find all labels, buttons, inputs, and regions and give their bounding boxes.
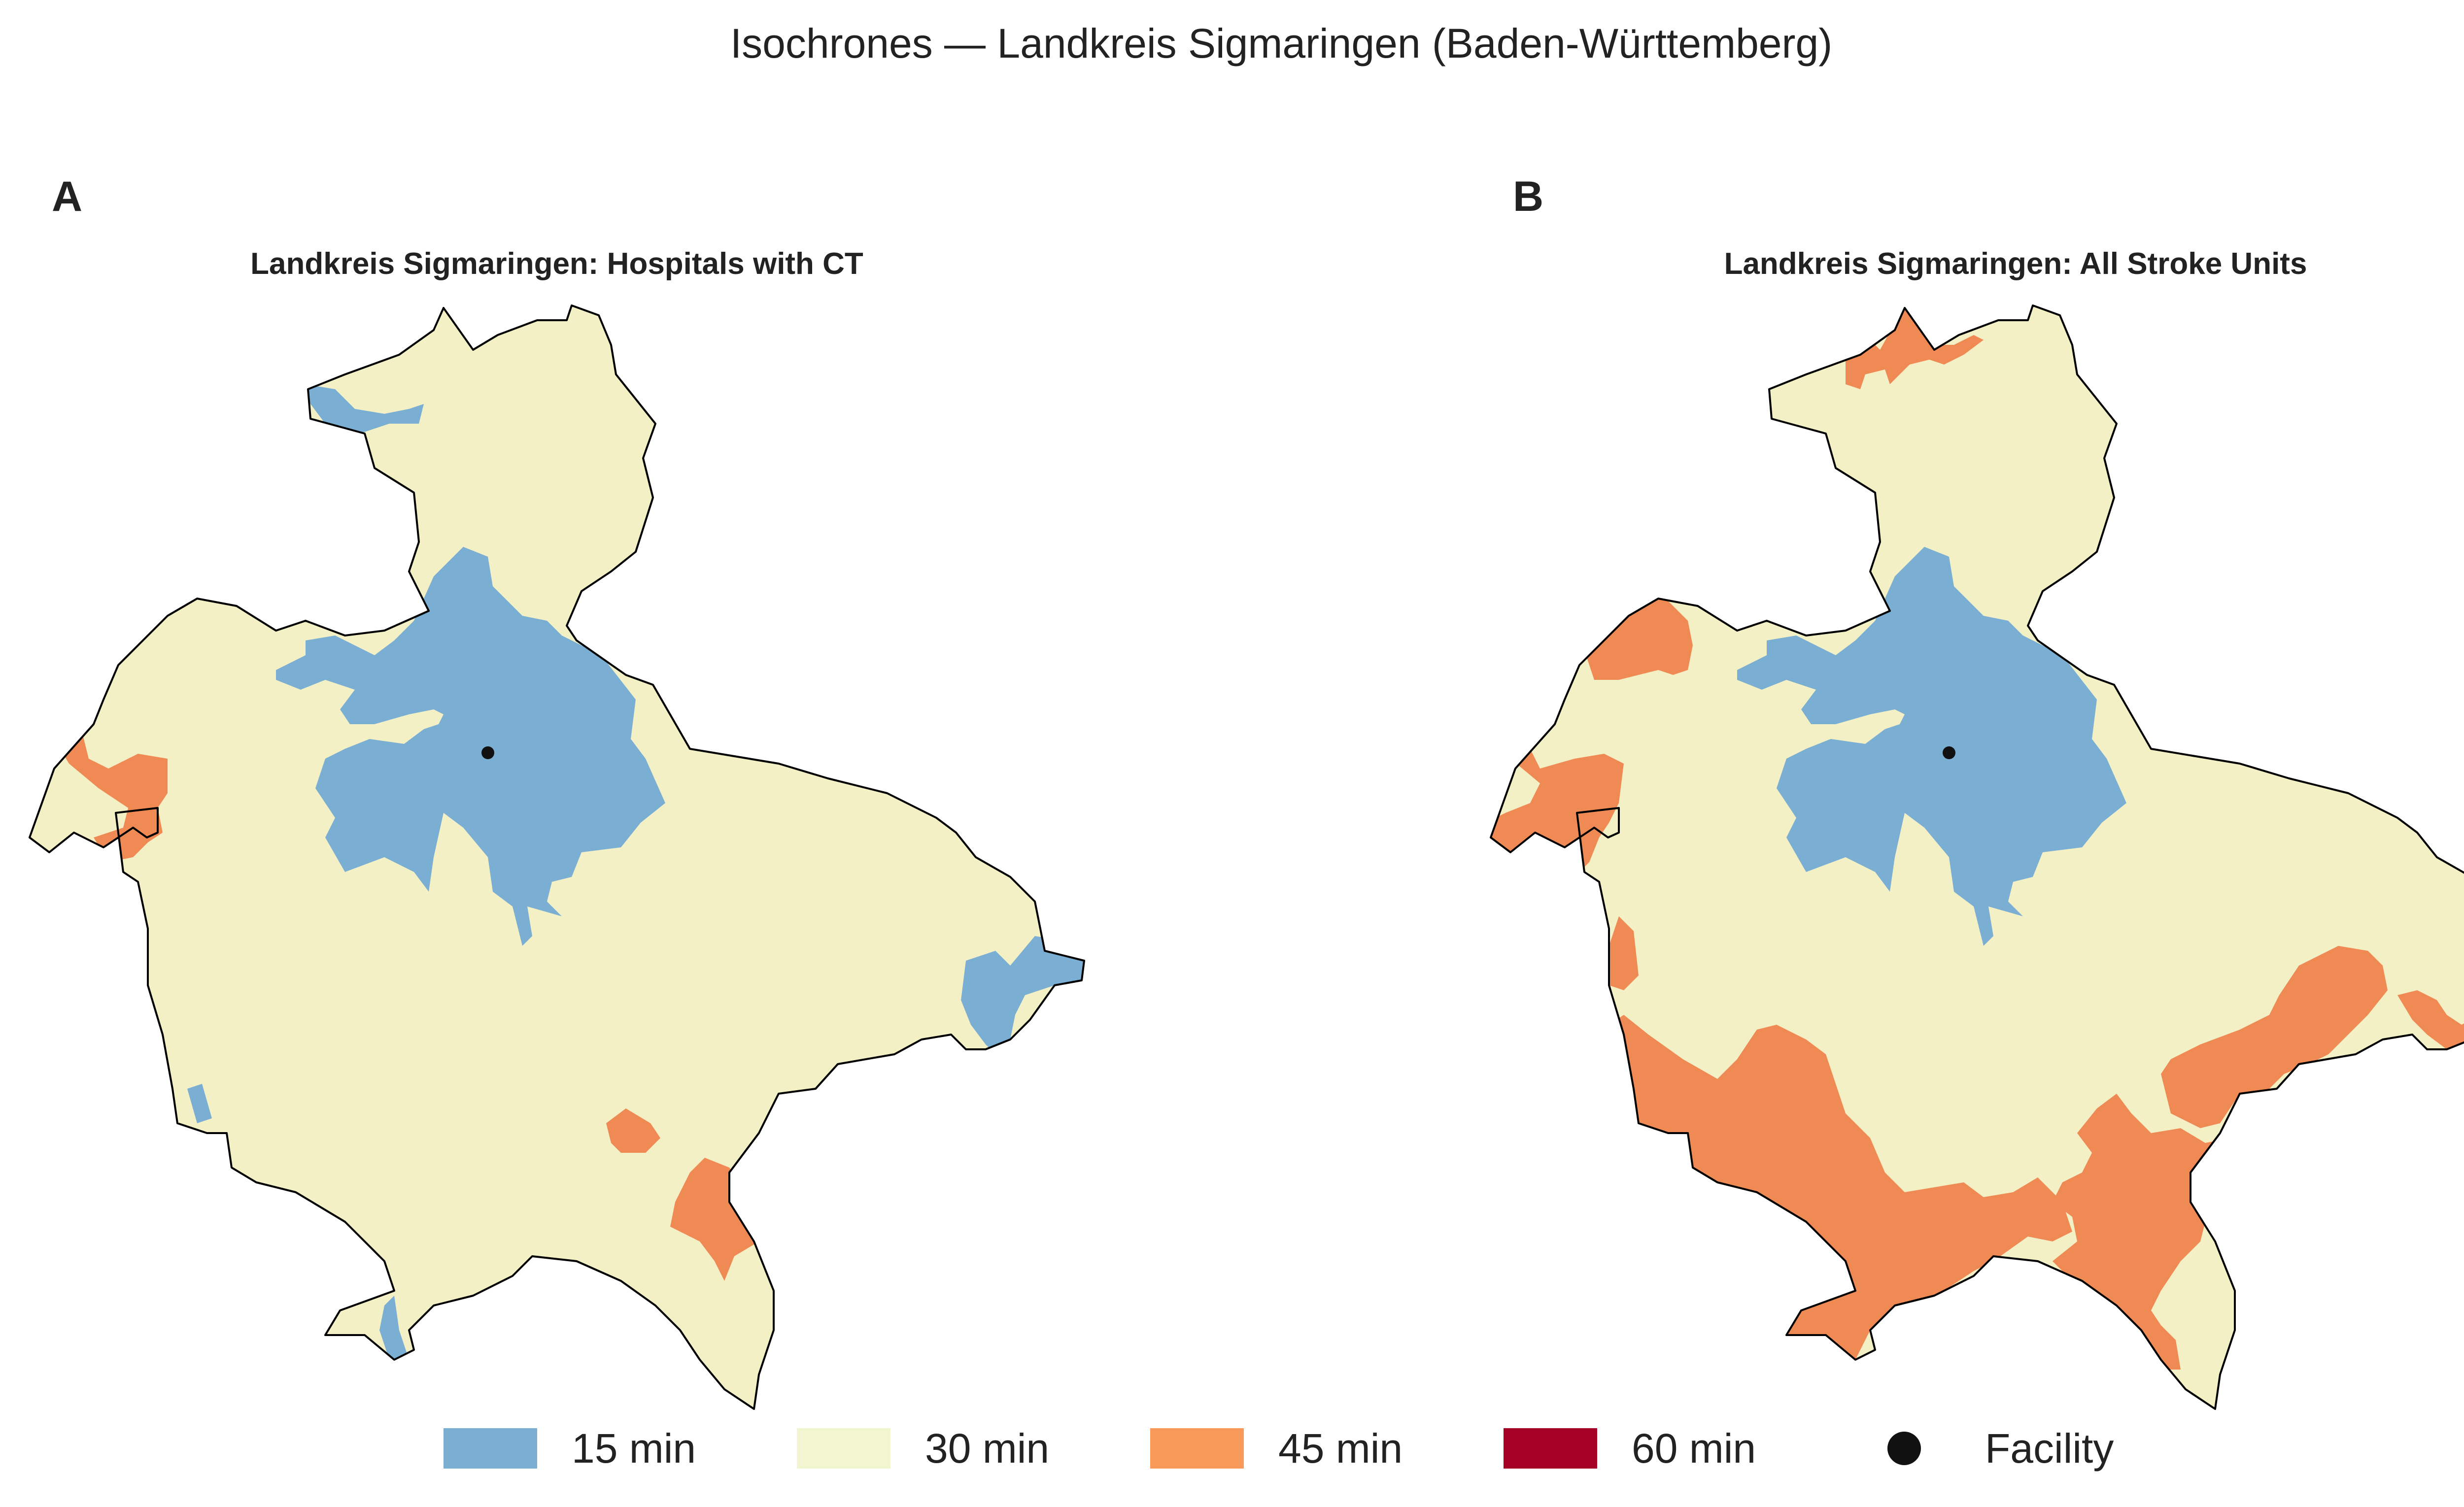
panel-a-15min-zone-east	[961, 936, 1084, 1054]
panel-a-district-boundary	[29, 304, 1085, 1410]
panel-b-45min-zone-far-east	[2397, 990, 2464, 1054]
legend-swatch-60min	[1504, 1428, 1597, 1469]
panel-a-facility-marker	[481, 746, 494, 759]
panel-a-45min-zone-west	[54, 714, 168, 862]
figure-title: Isochrones — Landkreis Sigmaringen (Bade…	[730, 20, 1833, 67]
panel-b-45min-zone-north	[1846, 305, 1984, 389]
legend-swatch-30min	[797, 1428, 890, 1469]
legend-item-30min: 30 min	[797, 1419, 1049, 1478]
legend-swatch-15min	[444, 1428, 537, 1469]
legend-label-30min: 30 min	[925, 1425, 1050, 1472]
legend-item-facility: Facility	[1858, 1419, 2114, 1478]
legend: 15 min 30 min 45 min 60 min Facility	[0, 1419, 2464, 1478]
panel-b-title: Landkreis Sigmaringen: All Stroke Units	[1724, 247, 2307, 281]
legend-label-facility: Facility	[1985, 1425, 2114, 1472]
panel-b-facility-marker	[1943, 746, 1955, 759]
panel-a-letter: A	[52, 173, 83, 220]
panel-a-15min-zone	[276, 547, 665, 946]
panel-a-15min-zone-southwest	[187, 1084, 212, 1123]
legend-item-45min: 45 min	[1150, 1419, 1403, 1478]
panel-b-45min-zone-east	[2161, 946, 2388, 1128]
legend-label-45min: 45 min	[1278, 1425, 1403, 1472]
panel-b-district-boundary	[1490, 304, 2464, 1410]
panel-a-15min-zone-south	[379, 1296, 409, 1360]
legend-label-60min: 60 min	[1632, 1425, 1756, 1472]
panel-b-letter: B	[1513, 173, 1544, 220]
panel-a-45min-zone-south	[606, 1108, 660, 1153]
legend-swatch-45min	[1150, 1428, 1244, 1469]
panel-b-45min-zone-south-east	[2053, 1094, 2240, 1370]
panel-a-title: Landkreis Sigmaringen: Hospitals with CT	[250, 247, 863, 281]
panel-b-45min-zone-southwest	[1609, 916, 1639, 990]
legend-facility-dot	[1887, 1432, 1921, 1465]
legend-label-15min: 15 min	[572, 1425, 696, 1472]
legend-item-60min: 60 min	[1504, 1419, 1756, 1478]
panel-b-45min-zone-south	[1589, 1015, 2072, 1360]
panel-b-15min-zone	[1737, 547, 2126, 946]
legend-item-15min: 15 min	[444, 1419, 696, 1478]
